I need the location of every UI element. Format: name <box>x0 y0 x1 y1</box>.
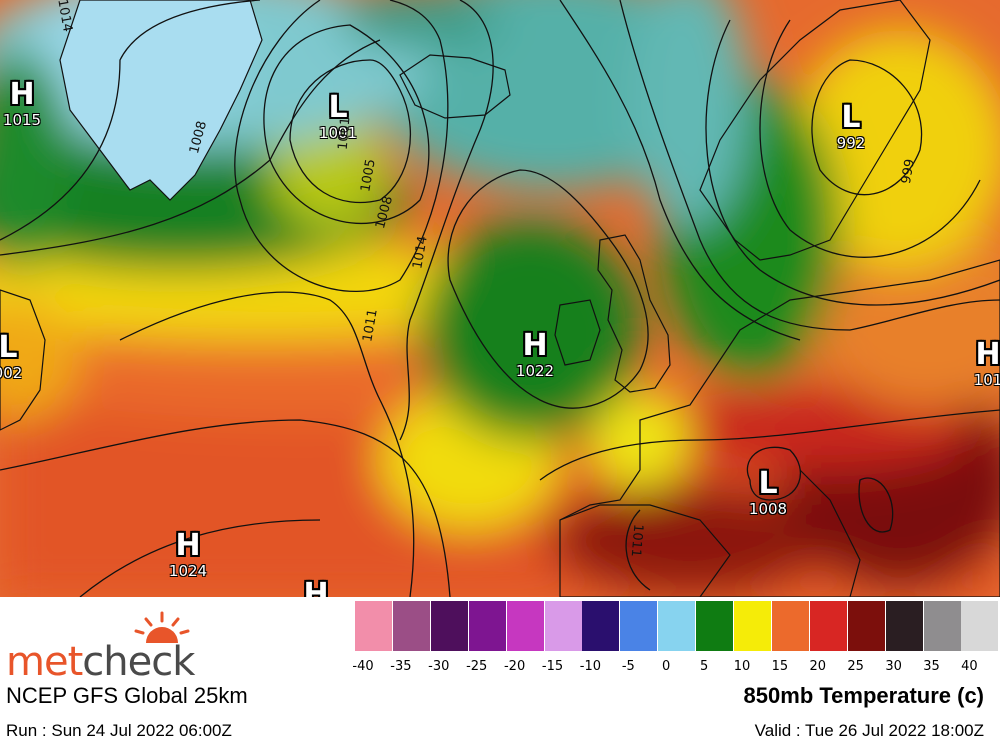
pressure-value: 002 <box>0 364 23 382</box>
low-symbol: L <box>0 330 18 365</box>
pressure-centre-low: L 002 <box>0 330 23 382</box>
model-name: NCEP GFS Global 25km <box>6 683 248 708</box>
scale-swatch <box>468 601 506 651</box>
scale-swatch <box>961 601 999 651</box>
footer: metcheck NCEP GFS Global 25km Run : Sun … <box>0 597 1000 749</box>
greenland-landmass <box>59 0 263 201</box>
pressure-centre-low: L 992 <box>836 100 866 152</box>
temperature-field <box>0 0 1000 597</box>
scale-swatch <box>734 601 771 651</box>
scale-swatch <box>809 601 847 651</box>
italy-outline <box>799 469 861 597</box>
scale-swatch <box>847 601 885 651</box>
temperature-map[interactable]: H 1015 L 1001 L 992 L 002 H 1022 H 101 L… <box>0 0 1000 597</box>
scale-tick-label: -20 <box>503 659 526 674</box>
high-symbol: H <box>175 528 201 563</box>
scale-swatch <box>620 601 658 651</box>
isobars <box>0 0 1000 597</box>
scale-tick-label: 30 <box>885 659 902 674</box>
scale-tick-label: 5 <box>699 659 709 674</box>
scale-tick-label: 35 <box>923 659 940 674</box>
scale-tick-label: 25 <box>847 659 864 674</box>
scale-tick-label: -30 <box>428 659 450 674</box>
pressure-centre-high: H 1015 <box>2 77 42 129</box>
sun-icon <box>134 611 190 643</box>
metcheck-logo[interactable]: metcheck <box>4 605 234 685</box>
scale-tick-label: -15 <box>541 659 564 674</box>
pressure-value: 1001 <box>318 124 358 142</box>
scale-swatch <box>771 601 809 651</box>
newfoundland-outline <box>0 289 46 431</box>
pressure-value: 1022 <box>515 362 555 380</box>
iberia-outline <box>559 504 731 597</box>
scale-tick-label: 40 <box>961 659 978 674</box>
pressure-value: 1008 <box>748 500 788 518</box>
scale-swatch <box>506 601 544 651</box>
isobar-label: 1011 <box>627 523 646 558</box>
pressure-centre-high: H 101 <box>973 337 1000 389</box>
scale-swatch <box>658 601 696 651</box>
scale-tick-label: -35 <box>390 659 412 674</box>
scale-swatch <box>430 601 468 651</box>
logo-part-met: met <box>6 639 83 685</box>
scale-tick-label: -25 <box>466 659 488 674</box>
pressure-value: 1015 <box>2 111 42 129</box>
pressure-value: 1024 <box>168 562 208 580</box>
ireland-outline <box>554 299 601 366</box>
isobar-label: 1001 <box>335 116 354 151</box>
scale-tick-label: -40 <box>352 659 374 674</box>
scale-swatch <box>696 601 734 651</box>
temperature-color-scale: -40 -35 -30 -25 -20 -15 -10 -5 0 5 10 15 20 25 30 35 40 <box>352 601 999 674</box>
pressure-centre-high: H <box>303 577 329 598</box>
scale-swatch <box>392 601 430 651</box>
scale-swatch <box>544 601 582 651</box>
high-symbol: H <box>303 577 329 598</box>
low-symbol: L <box>841 100 861 135</box>
scale-swatch <box>582 601 620 651</box>
high-symbol: H <box>9 77 35 112</box>
pressure-centre-low: L 1008 <box>748 466 788 518</box>
logo-part-check: check <box>82 639 195 685</box>
scale-tick-label: 10 <box>733 659 751 674</box>
low-symbol: L <box>328 90 348 125</box>
scale-tick-label: 20 <box>809 659 827 674</box>
scale-tick-label: -5 <box>621 659 635 674</box>
pressure-value: 101 <box>973 371 1000 389</box>
scandinavia-outline <box>699 0 931 261</box>
high-symbol: H <box>975 337 1000 372</box>
low-symbol: L <box>758 466 778 501</box>
parameter-title: 850mb Temperature (c) <box>743 683 984 708</box>
pressure-centre-high: H 1024 <box>168 528 208 580</box>
scale-swatch <box>885 601 923 651</box>
valid-time: Valid : Tue 26 Jul 2022 18:00Z <box>754 721 984 740</box>
pressure-value: 992 <box>836 134 866 152</box>
scale-tick-label: 0 <box>662 659 671 674</box>
scale-swatch <box>923 601 961 651</box>
logo-wordmark: metcheck <box>6 639 195 685</box>
great-britain-outline <box>597 234 671 393</box>
run-time: Run : Sun 24 Jul 2022 06:00Z <box>6 721 232 740</box>
high-symbol: H <box>522 328 548 363</box>
pressure-centre-low: L 1001 <box>318 90 358 142</box>
scale-swatch <box>355 601 392 651</box>
pressure-centre-high: H 1022 <box>515 328 555 380</box>
map-canvas <box>0 0 1000 597</box>
scale-tick-label: 15 <box>771 659 789 674</box>
continental-europe-outline <box>559 259 1000 597</box>
scale-tick-label: -10 <box>579 659 602 674</box>
